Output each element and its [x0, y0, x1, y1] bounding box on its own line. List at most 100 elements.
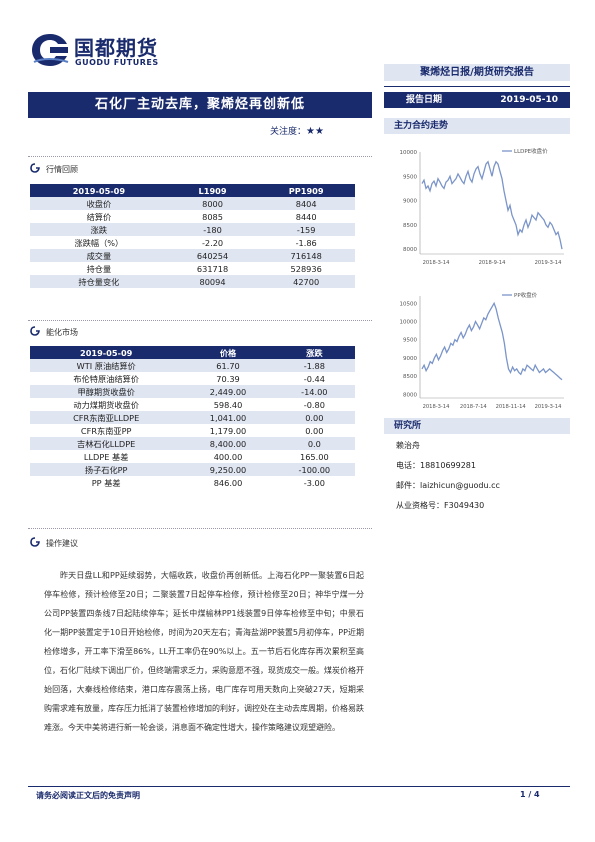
y-tick-label: 10500	[400, 301, 418, 307]
table-row: 结算价 8085 8440	[30, 210, 355, 223]
footer-divider	[28, 786, 570, 787]
advice-paragraph: 昨天日盘LL和PP延续弱势，大幅收跌，收盘价再创新低。上海石化PP一聚装置6日起…	[44, 571, 364, 732]
row-label: 布伦特原油结算价	[30, 372, 183, 385]
x-tick-label: 2018-9-14	[479, 260, 507, 266]
cell-value: -1.88	[273, 359, 355, 372]
x-tick-label: 2018-7-14	[460, 404, 488, 410]
row-label: WTI 原油结算价	[30, 359, 183, 372]
row-label: 甲醇期货收盘价	[30, 385, 183, 398]
attention-label: 关注度：	[270, 127, 307, 137]
x-tick-label: 2018-3-14	[423, 404, 451, 410]
cell-value: 640254	[167, 249, 258, 262]
y-tick-label: 10000	[400, 150, 418, 156]
row-label: 收盘价	[30, 197, 168, 210]
cell-value: -0.44	[273, 372, 355, 385]
star-icon: ★★	[306, 126, 324, 137]
table-header-cell: 2019-05-09	[30, 346, 183, 359]
section-spot: 能化市场	[30, 326, 78, 338]
cell-value: -2.20	[167, 236, 258, 249]
logo-name-en: GUODU FUTURES	[75, 58, 159, 67]
legend-label: LLDPE收盘价	[514, 147, 548, 155]
y-tick-label: 9000	[403, 356, 417, 362]
cell-value: 9,250.00	[182, 463, 274, 476]
cell-value: -14.00	[273, 385, 355, 398]
table-row: 成交量 640254 716148	[30, 249, 355, 262]
cell-value: 400.00	[182, 450, 274, 463]
cell-value: 8404	[257, 197, 355, 210]
cell-value: -0.80	[273, 398, 355, 411]
section-advice-title: 操作建议	[46, 539, 78, 548]
cell-value: 0.00	[273, 411, 355, 424]
cell-value: 8000	[167, 197, 258, 210]
analyst-email[interactable]: 邮件：laizhicun@guodu.cc	[396, 481, 500, 490]
row-label: 吉林石化LLDPE	[30, 437, 183, 450]
table-header-cell: L1909	[167, 184, 258, 197]
row-label: PP 基差	[30, 476, 183, 489]
table-row: 甲醇期货收盘价 2,449.00 -14.00	[30, 385, 355, 398]
analyst-phone: 电话：18810699281	[396, 461, 476, 470]
cell-value: -100.00	[273, 463, 355, 476]
section-swirl-icon	[30, 326, 40, 336]
market-table: 2019-05-09 L1909 PP1909 收盘价 8000 8404 结算价 8…	[30, 184, 355, 288]
table-row: 扬子石化PP 9,250.00 -100.00	[30, 463, 355, 476]
logo-name-cn: 国都期货	[74, 36, 158, 60]
cell-value: 8440	[257, 210, 355, 223]
cell-value: 631718	[167, 262, 258, 275]
section-spot-title: 能化市场	[46, 328, 78, 337]
cell-value: 80094	[167, 275, 258, 288]
row-label: 结算价	[30, 210, 168, 223]
table-header-cell: 2019-05-09	[30, 184, 168, 197]
footer-disclaimer[interactable]: 请务必阅读正文后的免责声明	[36, 791, 140, 800]
table-header-row: 2019-05-09 价格 涨跌	[30, 346, 355, 359]
table-row: CFR东南亚LLDPE 1,041.00 0.00	[30, 411, 355, 424]
spot-table: 2019-05-09 价格 涨跌 WTI 原油结算价 61.70 -1.88 布伦特…	[30, 346, 355, 489]
row-label: 持仓量	[30, 262, 168, 275]
legend-label: PP收盘价	[514, 291, 538, 299]
table-header-cell: PP1909	[257, 184, 355, 197]
section-swirl-icon	[30, 537, 40, 547]
report-date-value: 2019-05-10	[500, 95, 558, 105]
divider	[28, 320, 372, 321]
x-tick-label: 2018-11-14	[496, 404, 527, 410]
header-divider	[384, 86, 570, 87]
cell-value: 61.70	[182, 359, 274, 372]
cell-value: -180	[167, 223, 258, 236]
y-tick-label: 8000	[403, 392, 417, 398]
table-row: CFR东南亚PP 1,179.00 0.00	[30, 424, 355, 437]
table-row: 吉林石化LLDPE 8,400.00 0.0	[30, 437, 355, 450]
y-tick-label: 8000	[403, 247, 417, 253]
section-advice: 操作建议	[30, 537, 78, 549]
cell-value: -159	[257, 223, 355, 236]
table-row: 布伦特原油结算价 70.39 -0.44	[30, 372, 355, 385]
row-label: 扬子石化PP	[30, 463, 183, 476]
cell-value: 846.00	[182, 476, 274, 489]
cell-value: 0.0	[273, 437, 355, 450]
attention-rating: 关注度：★★	[270, 124, 324, 137]
cell-value: 0.00	[273, 424, 355, 437]
table-row: LLDPE 基差 400.00 165.00	[30, 450, 355, 463]
cell-value: -1.86	[257, 236, 355, 249]
series-line	[421, 301, 563, 381]
chart-section-title: 主力合约走势	[384, 118, 570, 134]
series-line	[421, 160, 563, 250]
y-tick-label: 8500	[403, 374, 417, 380]
y-tick-label: 10000	[400, 320, 418, 326]
research-section-title: 研究所	[384, 418, 570, 434]
x-tick-label: 2019-3-14	[535, 404, 563, 410]
y-tick-label: 9500	[403, 174, 417, 180]
row-label: 成交量	[30, 249, 168, 262]
table-row: PP 基差 846.00 -3.00	[30, 476, 355, 489]
row-label: 涨跌幅（%）	[30, 236, 168, 249]
cell-value: 598.40	[182, 398, 274, 411]
cell-value: 8085	[167, 210, 258, 223]
divider	[28, 156, 372, 157]
report-title: 石化厂主动去库，聚烯烃再创新低	[28, 92, 372, 118]
section-market-title: 行情回顾	[46, 165, 78, 174]
table-row: 持仓量 631718 528936	[30, 262, 355, 275]
section-swirl-icon	[30, 163, 40, 173]
table-header-cell: 价格	[182, 346, 274, 359]
row-label: CFR东南亚LLDPE	[30, 411, 183, 424]
cell-value: 42700	[257, 275, 355, 288]
table-row: 收盘价 8000 8404	[30, 197, 355, 210]
cell-value: 165.00	[273, 450, 355, 463]
